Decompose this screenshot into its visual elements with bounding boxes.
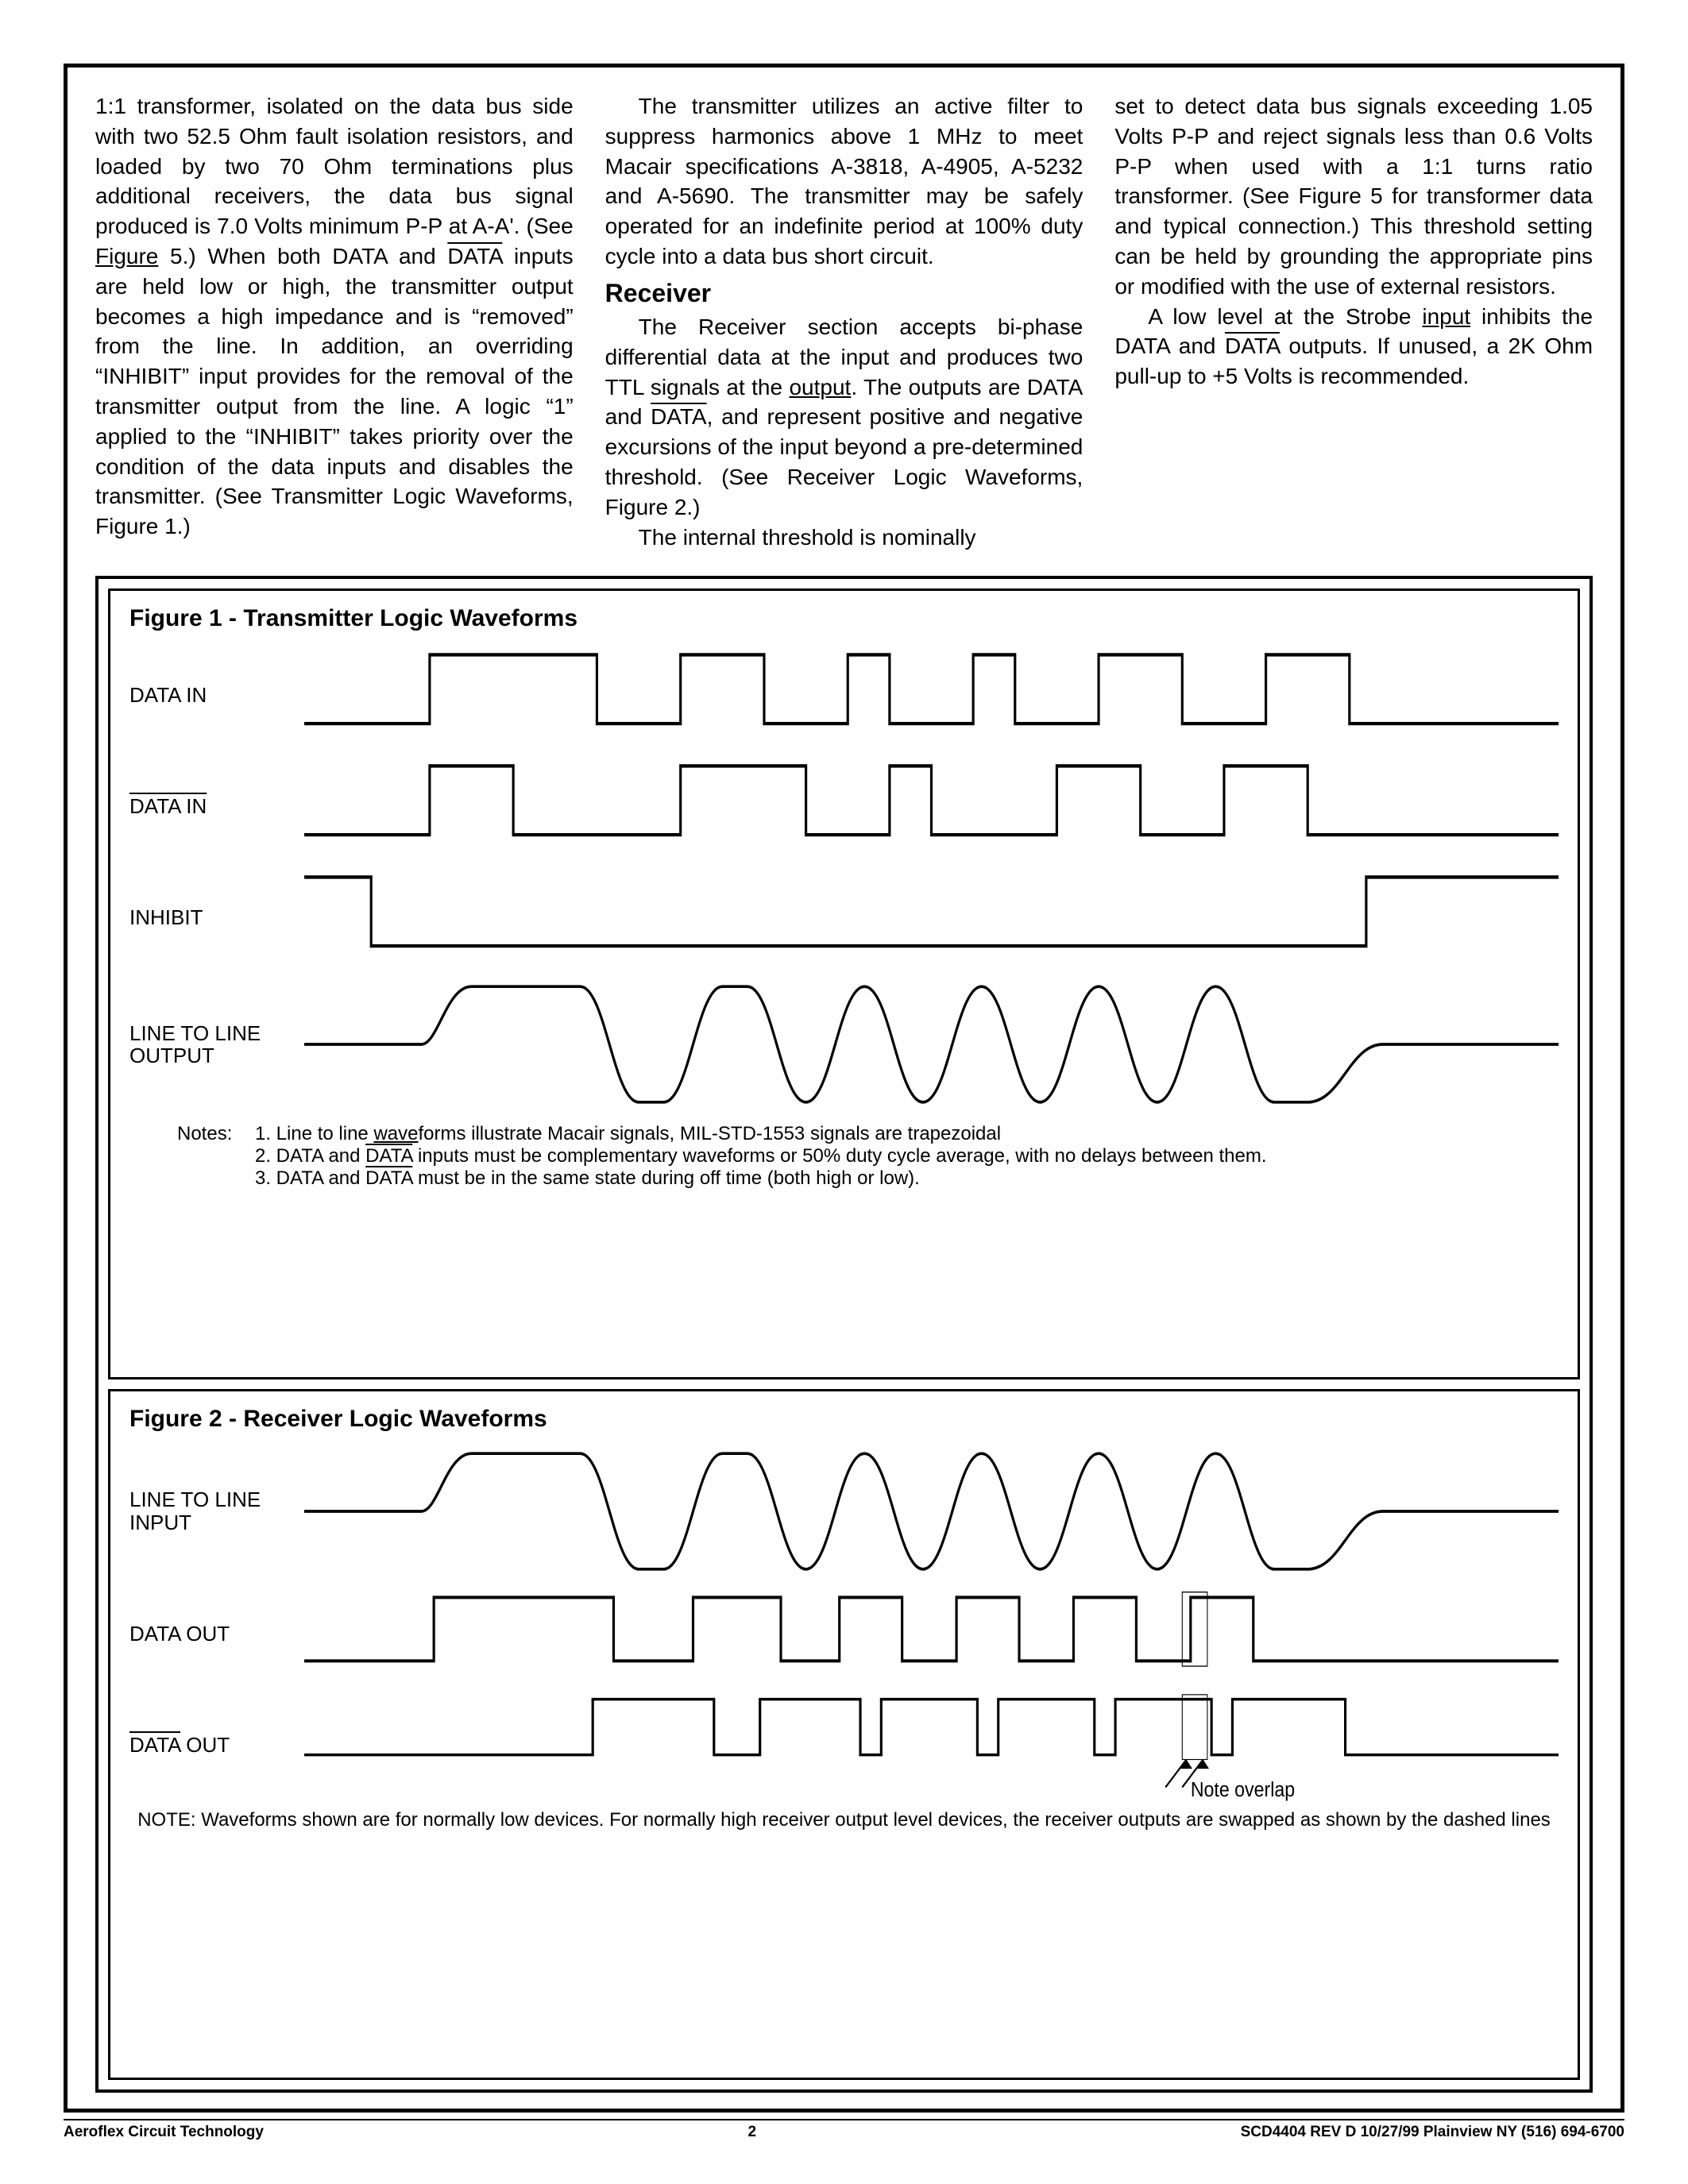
fig2-overlap-label: Note overlap (1191, 1779, 1295, 1801)
page-footer: Aeroflex Circuit Technology 2 SCD4404 RE… (64, 2119, 1624, 2141)
footer-right: SCD4404 REV D 10/27/99 Plainview NY (516… (1241, 2124, 1624, 2141)
figure-2-box: Figure 2 - Receiver Logic Waveforms LINE… (108, 1389, 1580, 2080)
col2-paragraph-2: The Receiver section accepts bi-phase di… (605, 312, 1083, 523)
col1-data-bar: DATA (447, 244, 502, 268)
fig1-wave-datain (304, 643, 1559, 747)
figures-outer-box: Figure 1 - Transmitter Logic Waveforms D… (95, 576, 1593, 2093)
footer-left: Aeroflex Circuit Technology (64, 2124, 264, 2141)
fig2-label-dataout: DATA OUT (129, 1623, 304, 1646)
fig1-label-databar: DATA IN (129, 795, 304, 818)
col3-data-bar: DATA (1225, 334, 1280, 358)
col1-text-a: 1:1 transformer, isolated on the data bu… (95, 94, 574, 238)
fig1-note-3: DATA and DATA must be in the same state … (276, 1167, 1267, 1190)
fig1-notes: Notes: Line to line waveforms illustrate… (129, 1123, 1559, 1190)
fig1-row-inhibit: INHIBIT (129, 866, 1559, 969)
col1-text-b: 5.) When both DATA and (158, 244, 447, 268)
fig2-label-linein-1: LINE TO LINE (129, 1488, 261, 1511)
fig1-label-inhibit: INHIBIT (129, 906, 304, 929)
col1-paragraph: 1:1 transformer, isolated on the data bu… (95, 91, 574, 542)
fig2-note: NOTE: Waveforms shown are for normally l… (129, 1809, 1559, 1831)
fig1-label-lineout-2: OUTPUT (129, 1044, 214, 1067)
fig1-wave-lineout (304, 977, 1559, 1112)
col3-input-underline: input (1422, 304, 1470, 329)
fig2-row-linein: LINE TO LINE INPUT (129, 1444, 1559, 1579)
column-2: The transmitter utilizes an active filte… (605, 91, 1083, 552)
fig2-wave-databar: Note overlap (304, 1690, 1559, 1801)
col3-paragraph-2: A low level at the Strobe input inhibits… (1114, 302, 1593, 392)
fig2-wave-dataout (304, 1587, 1559, 1682)
page-border: 1:1 transformer, isolated on the data bu… (64, 64, 1624, 2113)
fig1-note-2: DATA and DATA inputs must be complementa… (276, 1145, 1267, 1167)
fig1-label-lineout-1: LINE TO LINE (129, 1021, 261, 1045)
figure-1-title: Figure 1 - Transmitter Logic Waveforms (129, 605, 1559, 632)
receiver-heading: Receiver (605, 276, 1083, 311)
fig2-label-databar: DATA OUT (129, 1734, 304, 1757)
col3-paragraph-1: set to detect data bus signals exceeding… (1114, 91, 1593, 302)
figure-1-box: Figure 1 - Transmitter Logic Waveforms D… (108, 588, 1580, 1379)
col2-output-underline: output (789, 375, 851, 399)
fig1-row-lineout: LINE TO LINE OUTPUT (129, 977, 1559, 1112)
col2-paragraph-3: The internal threshold is nominally (605, 523, 1083, 553)
body-text-columns: 1:1 transformer, isolated on the data bu… (95, 91, 1593, 552)
fig1-note-1: Line to line waveforms illustrate Macair… (276, 1123, 1267, 1145)
fig1-wave-databar (304, 754, 1559, 858)
fig2-label-databar-suffix: OUT (180, 1733, 230, 1757)
fig1-label-datain: DATA IN (129, 684, 304, 707)
fig2-label-linein-2: INPUT (129, 1511, 191, 1534)
fig1-row-databar: DATA IN (129, 754, 1559, 858)
col3-p2-a: A low level at the Strobe (1148, 304, 1422, 329)
fig2-row-databar: DATA OUT Note overlap (129, 1690, 1559, 1801)
col2-paragraph-1: The transmitter utilizes an active filte… (605, 91, 1083, 272)
column-1: 1:1 transformer, isolated on the data bu… (95, 91, 574, 552)
fig1-wave-inhibit (304, 866, 1559, 969)
col1-text-c: inputs are held low or high, the transmi… (95, 244, 574, 538)
figure-2-title: Figure 2 - Receiver Logic Waveforms (129, 1406, 1559, 1433)
col2-data-bar: DATA (651, 404, 707, 429)
fig1-notes-list: Line to line waveforms illustrate Macair… (254, 1123, 1267, 1190)
col1-figure-ref: Figure (95, 244, 158, 268)
fig2-label-databar-bar: DATA (129, 1733, 180, 1757)
fig1-label-lineout: LINE TO LINE OUTPUT (129, 1022, 304, 1067)
fig2-wave-linein (304, 1444, 1559, 1579)
footer-page-number: 2 (748, 2124, 757, 2141)
fig2-row-dataout: DATA OUT (129, 1587, 1559, 1682)
column-3: set to detect data bus signals exceeding… (1114, 91, 1593, 552)
fig1-notes-label: Notes: (177, 1123, 249, 1145)
fig1-row-datain: DATA IN (129, 643, 1559, 747)
fig1-label-databar-text: DATA IN (129, 794, 207, 818)
fig2-label-linein: LINE TO LINE INPUT (129, 1488, 304, 1534)
